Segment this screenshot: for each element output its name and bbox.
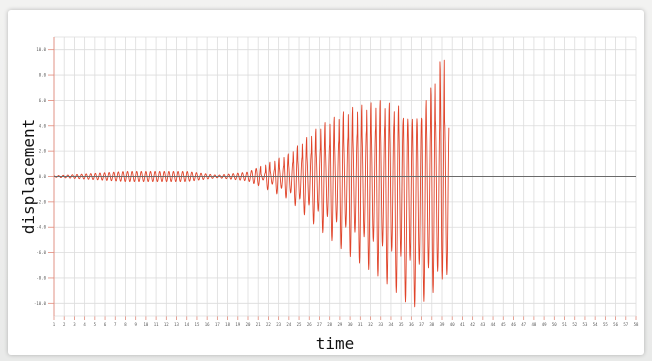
y-tick-label: -4.0 — [36, 225, 46, 230]
x-tick-label: 10 — [143, 322, 148, 327]
x-tick-label: 47 — [521, 322, 526, 327]
x-axis-label: time — [316, 334, 355, 353]
y-tick-label: 8.0 — [39, 73, 47, 78]
x-tick-label: 56 — [613, 322, 618, 327]
x-tick-label: 1 — [53, 322, 56, 327]
x-tick-label: 52 — [572, 322, 577, 327]
x-tick-label: 25 — [297, 322, 302, 327]
chart-card: 1 2 3 4 5 6 7 8 9 10 11 12 13 14 15 16 17 18 19 20 21 22 23 24 2… — [8, 10, 644, 355]
y-tick-label: 6.0 — [39, 98, 47, 103]
x-tick-label: 37 — [419, 322, 424, 327]
x-tick-label: 7 — [114, 322, 117, 327]
y-tick-label: 4.0 — [39, 123, 47, 128]
x-tick-label: 28 — [327, 322, 332, 327]
x-tick-label: 49 — [542, 322, 547, 327]
x-tick-label: 58 — [634, 322, 639, 327]
x-tick-label: 36 — [409, 322, 414, 327]
x-tick-label: 42 — [470, 322, 475, 327]
x-tick-label: 6 — [104, 322, 107, 327]
x-tick-label: 55 — [603, 322, 608, 327]
x-tick-label: 24 — [286, 322, 291, 327]
signal-line — [53, 59, 450, 308]
x-tick-label: 26 — [307, 322, 312, 327]
y-tick-label: 2.0 — [39, 149, 47, 154]
x-tick-label: 4 — [83, 322, 86, 327]
x-tick-label: 33 — [378, 322, 383, 327]
x-tick-label: 29 — [337, 322, 342, 327]
y-axis-label: displacement — [19, 119, 38, 235]
x-tick-label: 3 — [73, 322, 76, 327]
x-tick-label: 35 — [399, 322, 404, 327]
x-tick-label: 43 — [480, 322, 485, 327]
x-tick-label: 12 — [164, 322, 169, 327]
x-tick-label: 40 — [450, 322, 455, 327]
x-tick-label: 27 — [317, 322, 322, 327]
x-tick-label: 17 — [215, 322, 220, 327]
y-tick-label: -8.0 — [36, 275, 46, 280]
x-tick-label: 19 — [235, 322, 240, 327]
displacement-time-chart: 1 2 3 4 5 6 7 8 9 10 11 12 13 14 15 16 17 18 19 20 21 22 23 24 2… — [19, 36, 639, 353]
x-tick-label: 41 — [460, 322, 465, 327]
x-tick-label: 54 — [593, 322, 598, 327]
x-tick-label: 34 — [389, 322, 394, 327]
x-tick-label: 45 — [501, 322, 506, 327]
x-tick-label: 53 — [583, 322, 588, 327]
x-tick-label: 44 — [491, 322, 496, 327]
signal-series — [53, 59, 450, 308]
x-tick-label: 15 — [195, 322, 200, 327]
x-tick-label: 57 — [623, 322, 628, 327]
y-tick-label: -10.0 — [34, 301, 47, 306]
x-tick-label: 48 — [531, 322, 536, 327]
x-tick-label: 21 — [256, 322, 261, 327]
x-tick-label: 51 — [562, 322, 567, 327]
x-tick-label: 46 — [511, 322, 516, 327]
x-tick-label: 30 — [348, 322, 353, 327]
x-tick-label: 11 — [154, 322, 159, 327]
x-tick-label: 50 — [552, 322, 557, 327]
y-tick-label: 10.0 — [36, 47, 46, 52]
x-tick-label: 5 — [94, 322, 97, 327]
x-tick-label: 23 — [276, 322, 281, 327]
x-tick-label: 8 — [124, 322, 127, 327]
y-tick-label: -6.0 — [36, 250, 46, 255]
y-tick-label: -2.0 — [36, 199, 46, 204]
x-tick-label: 31 — [358, 322, 363, 327]
x-tick-label: 14 — [184, 322, 189, 327]
x-tick-label: 39 — [440, 322, 445, 327]
x-tick-label: 13 — [174, 322, 179, 327]
x-tick-label: 16 — [205, 322, 210, 327]
x-tick-label: 32 — [368, 322, 373, 327]
tick-labels: 1 2 3 4 5 6 7 8 9 10 11 12 13 14 15 16 17 18 19 20 21 22 23 24 2… — [34, 47, 639, 327]
x-tick-label: 18 — [225, 322, 230, 327]
x-tick-label: 2 — [63, 322, 66, 327]
x-tick-label: 38 — [429, 322, 434, 327]
y-tick-label: 0.0 — [39, 174, 47, 179]
x-tick-label: 22 — [266, 322, 271, 327]
x-tick-label: 20 — [246, 322, 251, 327]
x-tick-label: 9 — [134, 322, 137, 327]
